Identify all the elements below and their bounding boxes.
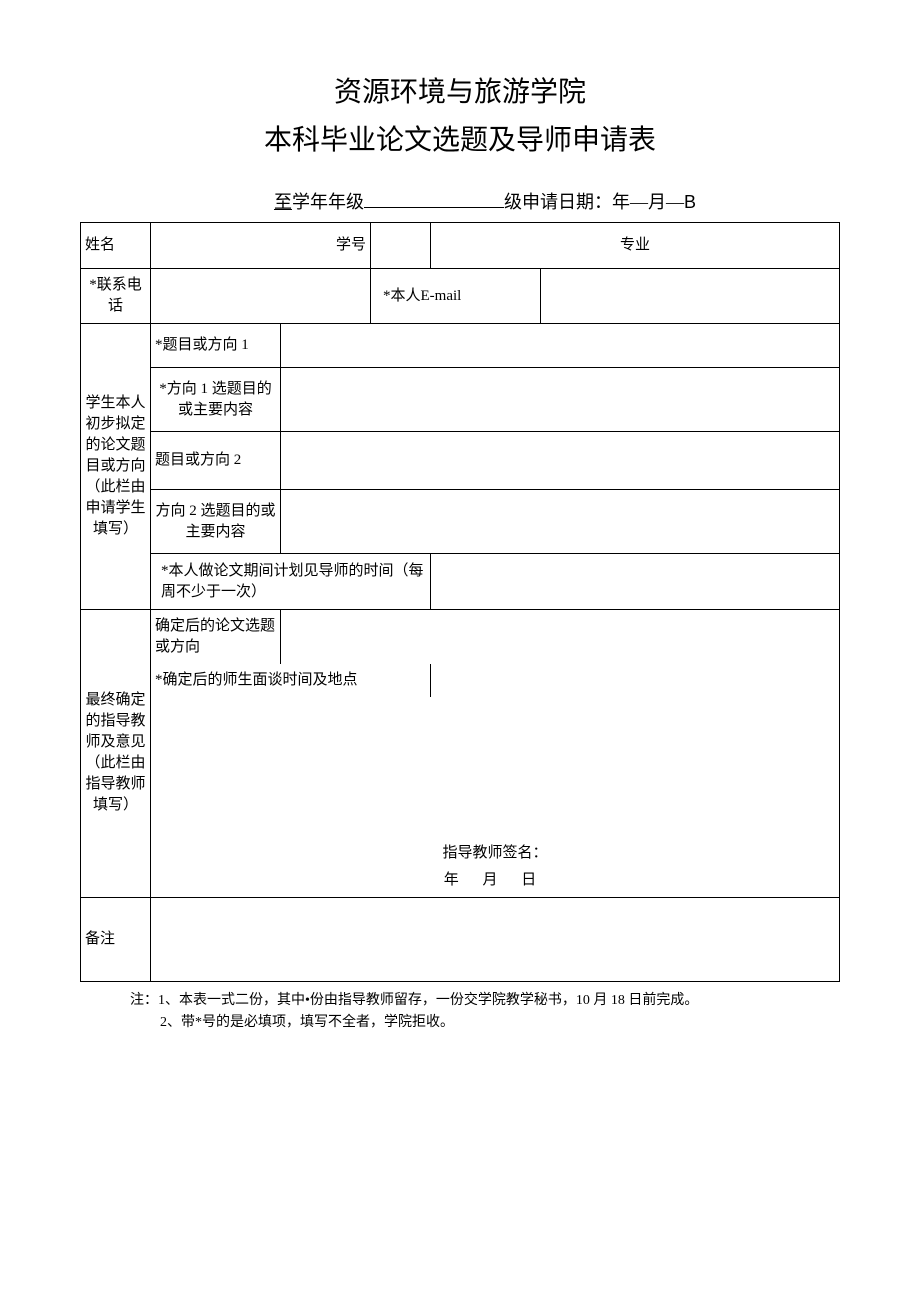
section-advisor-note: （此栏由指导教师填写） — [85, 755, 145, 813]
label-name: 姓名 — [81, 223, 151, 269]
major-cell: 专业 — [431, 223, 840, 269]
label-topic1-purpose: *方向 1 选题目的或主要内容 — [151, 368, 281, 432]
value-email — [541, 269, 840, 324]
value-confirmed-meeting — [431, 664, 840, 697]
value-contact-phone — [151, 269, 371, 324]
value-confirmed-topic — [281, 610, 840, 665]
table-row: 指导教师签名： 年 月 日 — [81, 697, 840, 897]
value-topic2 — [281, 432, 840, 490]
value-topic1 — [281, 324, 840, 368]
table-row: *本人做论文期间计划见导师的时间（每周不少于一次） — [81, 554, 840, 610]
header-part3: 级申请日期：年—月— — [504, 192, 684, 212]
header-part1: 至 — [274, 192, 292, 212]
table-row: 姓名 学号 专业 — [81, 223, 840, 269]
label-topic2-purpose: 方向 2 选题目的或主要内容 — [151, 490, 281, 554]
label-confirmed-topic: 确定后的论文选题或方向 — [151, 610, 281, 665]
label-meeting-plan: *本人做论文期间计划见导师的时间（每周不少于一次） — [151, 554, 431, 610]
table-row: 学生本人初步拟定的论文题目或方向 （此栏由申请学生填写） *题目或方向 1 — [81, 324, 840, 368]
signature-cell: 指导教师签名： 年 月 日 — [151, 697, 840, 897]
table-row: 备注 — [81, 897, 840, 981]
header-part2: 学年年级 — [292, 192, 364, 212]
label-date-line: 年 月 日 — [155, 870, 835, 891]
section-advisor-header: 最终确定的指导教师及意见 （此栏由指导教师填写） — [81, 610, 151, 898]
section-student-text: 学生本人初步拟定的论文题目或方向 — [85, 395, 145, 474]
footer-notes: 注：1、本表一式二份，其中•份由指导教师留存，一份交学院教学秘书，10 月 18… — [80, 990, 840, 1035]
label-signature: 指导教师签名： — [155, 843, 835, 864]
label-contact-phone: *联系电话 — [81, 269, 151, 324]
label-topic1: *题目或方向 1 — [151, 324, 281, 368]
table-row: *确定后的师生面谈时间及地点 — [81, 664, 840, 697]
application-form: 姓名 学号 专业 *联系电话 *本人E-mail 学生本人初步拟定的论文题目或方… — [80, 222, 840, 982]
label-remarks: 备注 — [81, 897, 151, 981]
value-topic1-purpose — [281, 368, 840, 432]
page-title-1: 资源环境与旅游学院 — [80, 70, 840, 110]
note-line-1: 注：1、本表一式二份，其中•份由指导教师留存，一份交学院教学秘书，10 月 18… — [130, 990, 840, 1012]
label-student-id: 学号 — [336, 235, 366, 256]
table-row: 方向 2 选题目的或主要内容 — [81, 490, 840, 554]
value-student-id — [371, 223, 431, 269]
value-topic2-purpose — [281, 490, 840, 554]
value-meeting-plan — [431, 554, 840, 610]
note-line-2: 2、带*号的是必填项，填写不全者，学院拒收。 — [130, 1012, 840, 1034]
header-blank — [364, 207, 504, 208]
table-row: *方向 1 选题目的或主要内容 — [81, 368, 840, 432]
value-remarks — [151, 897, 840, 981]
label-major: 专业 — [620, 237, 650, 253]
section-advisor-text: 最终确定的指导教师及意见 — [85, 692, 145, 750]
header-line: 至学年年级 级申请日期：年—月—B — [80, 188, 840, 214]
value-name: 学号 — [151, 223, 371, 269]
label-email: *本人E-mail — [371, 269, 541, 324]
page-title-2: 本科毕业论文选题及导师申请表 — [80, 118, 840, 158]
table-row: 题目或方向 2 — [81, 432, 840, 490]
label-confirmed-meeting: *确定后的师生面谈时间及地点 — [151, 664, 431, 697]
header-suffix: B — [684, 192, 696, 212]
table-row: 最终确定的指导教师及意见 （此栏由指导教师填写） 确定后的论文选题或方向 — [81, 610, 840, 665]
label-topic2: 题目或方向 2 — [151, 432, 281, 490]
section-student-header: 学生本人初步拟定的论文题目或方向 （此栏由申请学生填写） — [81, 324, 151, 610]
table-row: *联系电话 *本人E-mail — [81, 269, 840, 324]
section-student-note: （此栏由申请学生填写） — [85, 479, 145, 537]
